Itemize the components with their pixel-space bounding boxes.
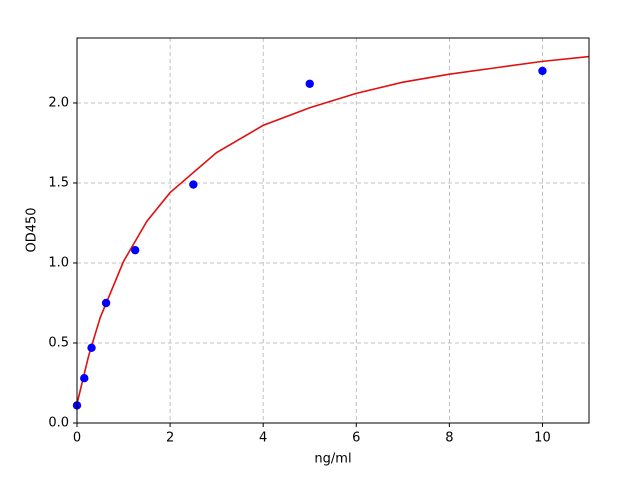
plot-frame: [76, 37, 590, 424]
y-tick-label: 2.0: [48, 95, 69, 110]
fit-curve: [77, 55, 589, 404]
data-point: [87, 343, 96, 352]
x-tick-label: 10: [534, 431, 551, 446]
data-point: [305, 79, 314, 88]
x-axis-label: ng/ml: [314, 452, 351, 467]
data-point: [130, 245, 140, 255]
y-tick-label: 0.0: [48, 416, 69, 431]
y-tick-label: 0.5: [48, 335, 69, 350]
x-tick-label: 2: [166, 431, 174, 446]
x-tick-label: 6: [352, 431, 360, 446]
x-tick-label: 0: [73, 431, 81, 446]
y-axis-label: OD450: [25, 207, 40, 252]
data-point: [538, 66, 547, 76]
data-point: [189, 180, 198, 189]
data-point: [80, 373, 89, 383]
data-point: [101, 298, 111, 308]
x-tick-label: 8: [445, 431, 453, 446]
y-tick-label: 1.5: [48, 175, 69, 190]
x-tick-label: 4: [259, 431, 267, 446]
y-tick-label: 1.0: [48, 255, 69, 270]
